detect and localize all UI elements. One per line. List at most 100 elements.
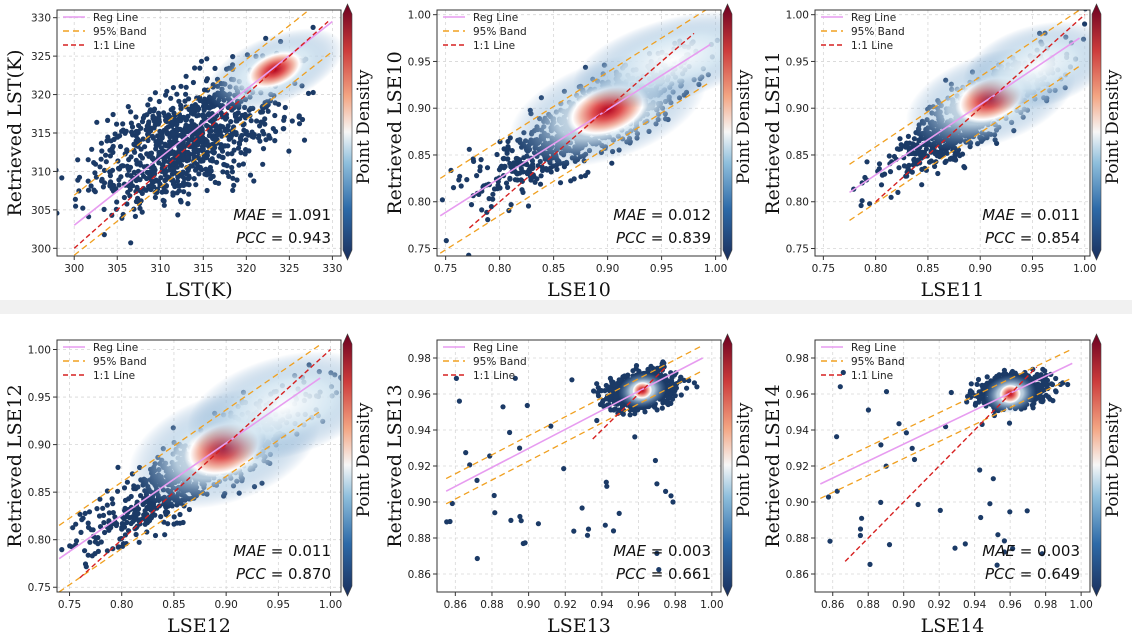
scatter-point [246, 148, 252, 154]
scatter-point [477, 168, 483, 174]
chart-panel: 300 305 310 315 320 325 3303003053103153203253… [4, 3, 374, 301]
scatter-point [226, 136, 232, 142]
scatter-point [887, 169, 894, 175]
scatter-point [128, 109, 134, 115]
scatter-point [943, 150, 949, 156]
pcc-annotation: PCC = 0.943 [236, 229, 331, 247]
scatter-point [263, 137, 269, 143]
x-tick-label: 0.95 [650, 263, 673, 275]
y-tick-label: 0.95 [786, 56, 809, 68]
scatter-point [607, 375, 614, 381]
scatter-point [282, 104, 288, 111]
scatter-point [59, 175, 65, 181]
x-tick-label: 0.80 [488, 263, 511, 275]
scatter-point [217, 123, 223, 129]
scatter-point [90, 527, 96, 533]
y-tick-label: 320 [31, 90, 51, 102]
scatter-point [209, 141, 215, 148]
scatter-point [602, 522, 608, 528]
scatter-point [115, 464, 121, 470]
scatter-point [608, 407, 614, 413]
x-tick-label: 1.00 [1073, 263, 1096, 275]
scatter-point [98, 140, 104, 146]
y-tick-label: 0.94 [408, 425, 432, 437]
scatter-point [121, 485, 128, 491]
scatter-point [601, 403, 607, 409]
scatter-point [183, 73, 189, 79]
scatter-point [59, 547, 65, 553]
scatter-point [210, 158, 216, 164]
x-tick-label: 320 [236, 263, 256, 275]
scatter-point [196, 153, 202, 159]
scatter-point [92, 161, 99, 167]
scatter-point [177, 511, 183, 518]
scatter-point [169, 119, 175, 125]
scatter-point [187, 126, 193, 132]
scatter-point [463, 450, 469, 456]
x-tick-label: 0.80 [864, 263, 887, 275]
scatter-points [57, 10, 341, 256]
scatter-point [249, 133, 255, 139]
colorbar-bar [722, 3, 733, 261]
reg-line [439, 43, 711, 217]
y-tick-label: 305 [31, 205, 51, 217]
scatter-point [133, 114, 139, 120]
scatter-point [501, 163, 508, 169]
scatter-point [139, 155, 145, 161]
legend-entry: Reg Line [473, 12, 518, 24]
scatter-point [896, 165, 902, 171]
scatter-point [260, 161, 266, 167]
scatter-point [511, 161, 517, 167]
scatter-point [97, 524, 104, 530]
scatter-point [627, 412, 633, 418]
scatter-point [604, 483, 610, 489]
scatter-point [535, 521, 542, 527]
scatter-point [548, 423, 554, 429]
legend-entry: 95% Band [93, 356, 147, 368]
scatter-point [186, 182, 192, 188]
scatter-point [201, 87, 208, 93]
scatter-point [161, 202, 167, 208]
scatter-point [145, 137, 151, 144]
scatter-point [487, 453, 493, 459]
scatter-point [88, 183, 94, 189]
scatter-point [602, 388, 608, 394]
scatter-point [137, 177, 143, 183]
scatter-point [12, 600, 17, 605]
x-tick-label: 0.90 [517, 599, 540, 611]
scatter-point [139, 516, 146, 522]
scatter-point [260, 119, 266, 125]
scatter-point [162, 189, 168, 195]
scatter-point [633, 363, 640, 369]
scatter-point [224, 169, 230, 176]
scatter-point [265, 108, 271, 114]
scatter-point [135, 143, 141, 149]
y-tick-label: 330 [31, 13, 51, 25]
scatter-point [131, 141, 137, 147]
scatter-point [157, 150, 163, 156]
scatter-point [654, 481, 660, 487]
band-line [58, 344, 321, 526]
scatter-point [128, 520, 134, 527]
scatter-point [656, 567, 662, 573]
band-line [73, 10, 311, 196]
scatter-point [198, 58, 205, 64]
x-axis-label: LSE11 [921, 279, 985, 301]
scatter-point [248, 118, 254, 124]
scatter-point [115, 134, 121, 140]
y-tick-label: 0.80 [408, 197, 431, 209]
scatter-point [267, 135, 273, 141]
scatter-point [178, 106, 184, 112]
scatter-point [101, 520, 107, 526]
scatter-point [242, 115, 249, 121]
scatter-point [183, 122, 189, 128]
scatter-point [170, 181, 177, 187]
scatter-point [490, 191, 496, 197]
scatter-point [904, 140, 910, 146]
scatter-points [444, 344, 704, 573]
scatter-point [474, 555, 480, 562]
scatter-point [503, 180, 510, 186]
scatter-point [296, 113, 302, 119]
scatter-point [80, 205, 86, 211]
